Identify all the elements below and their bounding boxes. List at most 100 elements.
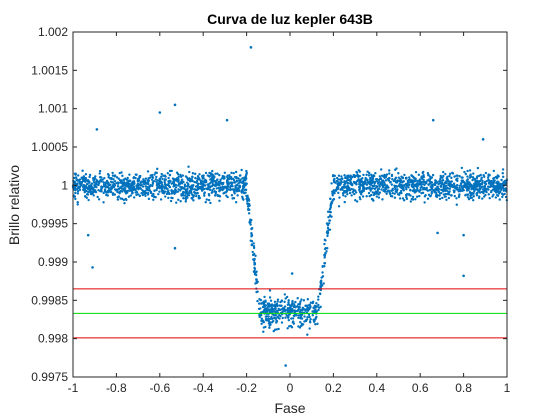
data-point <box>301 306 304 310</box>
data-point <box>111 181 114 184</box>
data-point <box>327 215 330 219</box>
data-point <box>379 177 383 181</box>
data-point <box>447 191 451 194</box>
data-point <box>409 194 412 197</box>
data-point <box>270 303 273 307</box>
data-point <box>241 195 244 198</box>
y-tick-label: 1.001 <box>38 102 68 116</box>
data-point <box>398 197 402 200</box>
data-point <box>447 183 450 187</box>
data-point <box>452 189 455 192</box>
data-point <box>202 181 206 184</box>
data-point <box>280 300 283 303</box>
data-point <box>103 177 106 180</box>
data-point <box>439 181 442 184</box>
data-point <box>269 321 272 324</box>
data-point <box>166 190 169 193</box>
data-point <box>241 181 244 184</box>
data-point <box>393 184 396 187</box>
data-point <box>401 176 404 180</box>
data-point <box>467 197 471 201</box>
data-point <box>268 296 272 299</box>
data-point <box>425 186 428 190</box>
data-point <box>221 185 224 189</box>
data-point <box>393 192 396 195</box>
data-point <box>86 179 90 182</box>
data-point <box>84 173 88 176</box>
data-point <box>390 183 394 186</box>
data-point <box>431 173 435 177</box>
data-point <box>135 184 138 187</box>
data-point <box>468 176 472 179</box>
data-point <box>335 179 339 183</box>
data-point <box>241 177 244 180</box>
data-point <box>140 183 143 187</box>
data-point <box>164 183 168 187</box>
data-point <box>408 176 411 179</box>
data-point <box>503 179 506 183</box>
data-point <box>292 305 295 308</box>
data-point <box>455 203 458 206</box>
data-point <box>111 171 114 175</box>
data-point <box>471 178 474 182</box>
data-point <box>469 174 472 177</box>
data-point <box>422 183 426 186</box>
data-point <box>130 184 133 188</box>
data-point <box>397 184 401 187</box>
data-point <box>291 309 294 312</box>
data-point <box>259 307 262 310</box>
data-point <box>347 174 350 177</box>
data-point <box>349 181 353 184</box>
data-point <box>137 178 141 182</box>
data-point <box>322 282 325 285</box>
y-tick-label: 0.998 <box>38 332 68 346</box>
data-point <box>372 184 376 187</box>
data-point <box>249 46 253 49</box>
data-point <box>73 181 76 184</box>
data-point <box>479 187 482 190</box>
data-point <box>445 180 448 183</box>
data-point <box>216 178 219 181</box>
data-point <box>426 189 430 192</box>
data-point <box>191 172 195 175</box>
data-point <box>209 185 213 188</box>
data-point <box>347 188 351 192</box>
data-point <box>484 187 488 191</box>
data-point <box>477 180 481 183</box>
data-point <box>212 183 215 187</box>
data-point <box>110 185 113 189</box>
data-point <box>413 183 416 187</box>
data-point <box>278 317 281 320</box>
data-point <box>319 282 323 285</box>
data-point <box>169 199 173 203</box>
data-point <box>271 310 275 313</box>
data-point <box>230 171 233 175</box>
data-point <box>292 303 296 306</box>
data-point <box>338 196 341 199</box>
data-point <box>116 198 120 201</box>
data-point <box>151 184 154 188</box>
data-point <box>340 175 343 178</box>
data-point <box>100 190 103 193</box>
data-point <box>493 184 496 188</box>
data-point <box>138 183 141 187</box>
data-point <box>301 309 304 312</box>
data-point <box>370 178 373 182</box>
data-point <box>442 174 445 178</box>
data-point <box>160 175 163 178</box>
data-point <box>249 218 252 221</box>
data-point <box>440 188 443 192</box>
data-point <box>146 182 150 186</box>
data-point <box>387 179 390 182</box>
data-point <box>433 191 436 194</box>
data-point <box>450 176 453 180</box>
data-point <box>79 180 83 184</box>
data-point <box>297 303 300 306</box>
data-point <box>297 306 300 309</box>
data-point <box>115 188 118 191</box>
data-point <box>388 172 391 175</box>
data-point <box>369 173 373 177</box>
data-point <box>273 310 277 314</box>
data-point <box>173 183 176 186</box>
data-point <box>111 174 115 177</box>
